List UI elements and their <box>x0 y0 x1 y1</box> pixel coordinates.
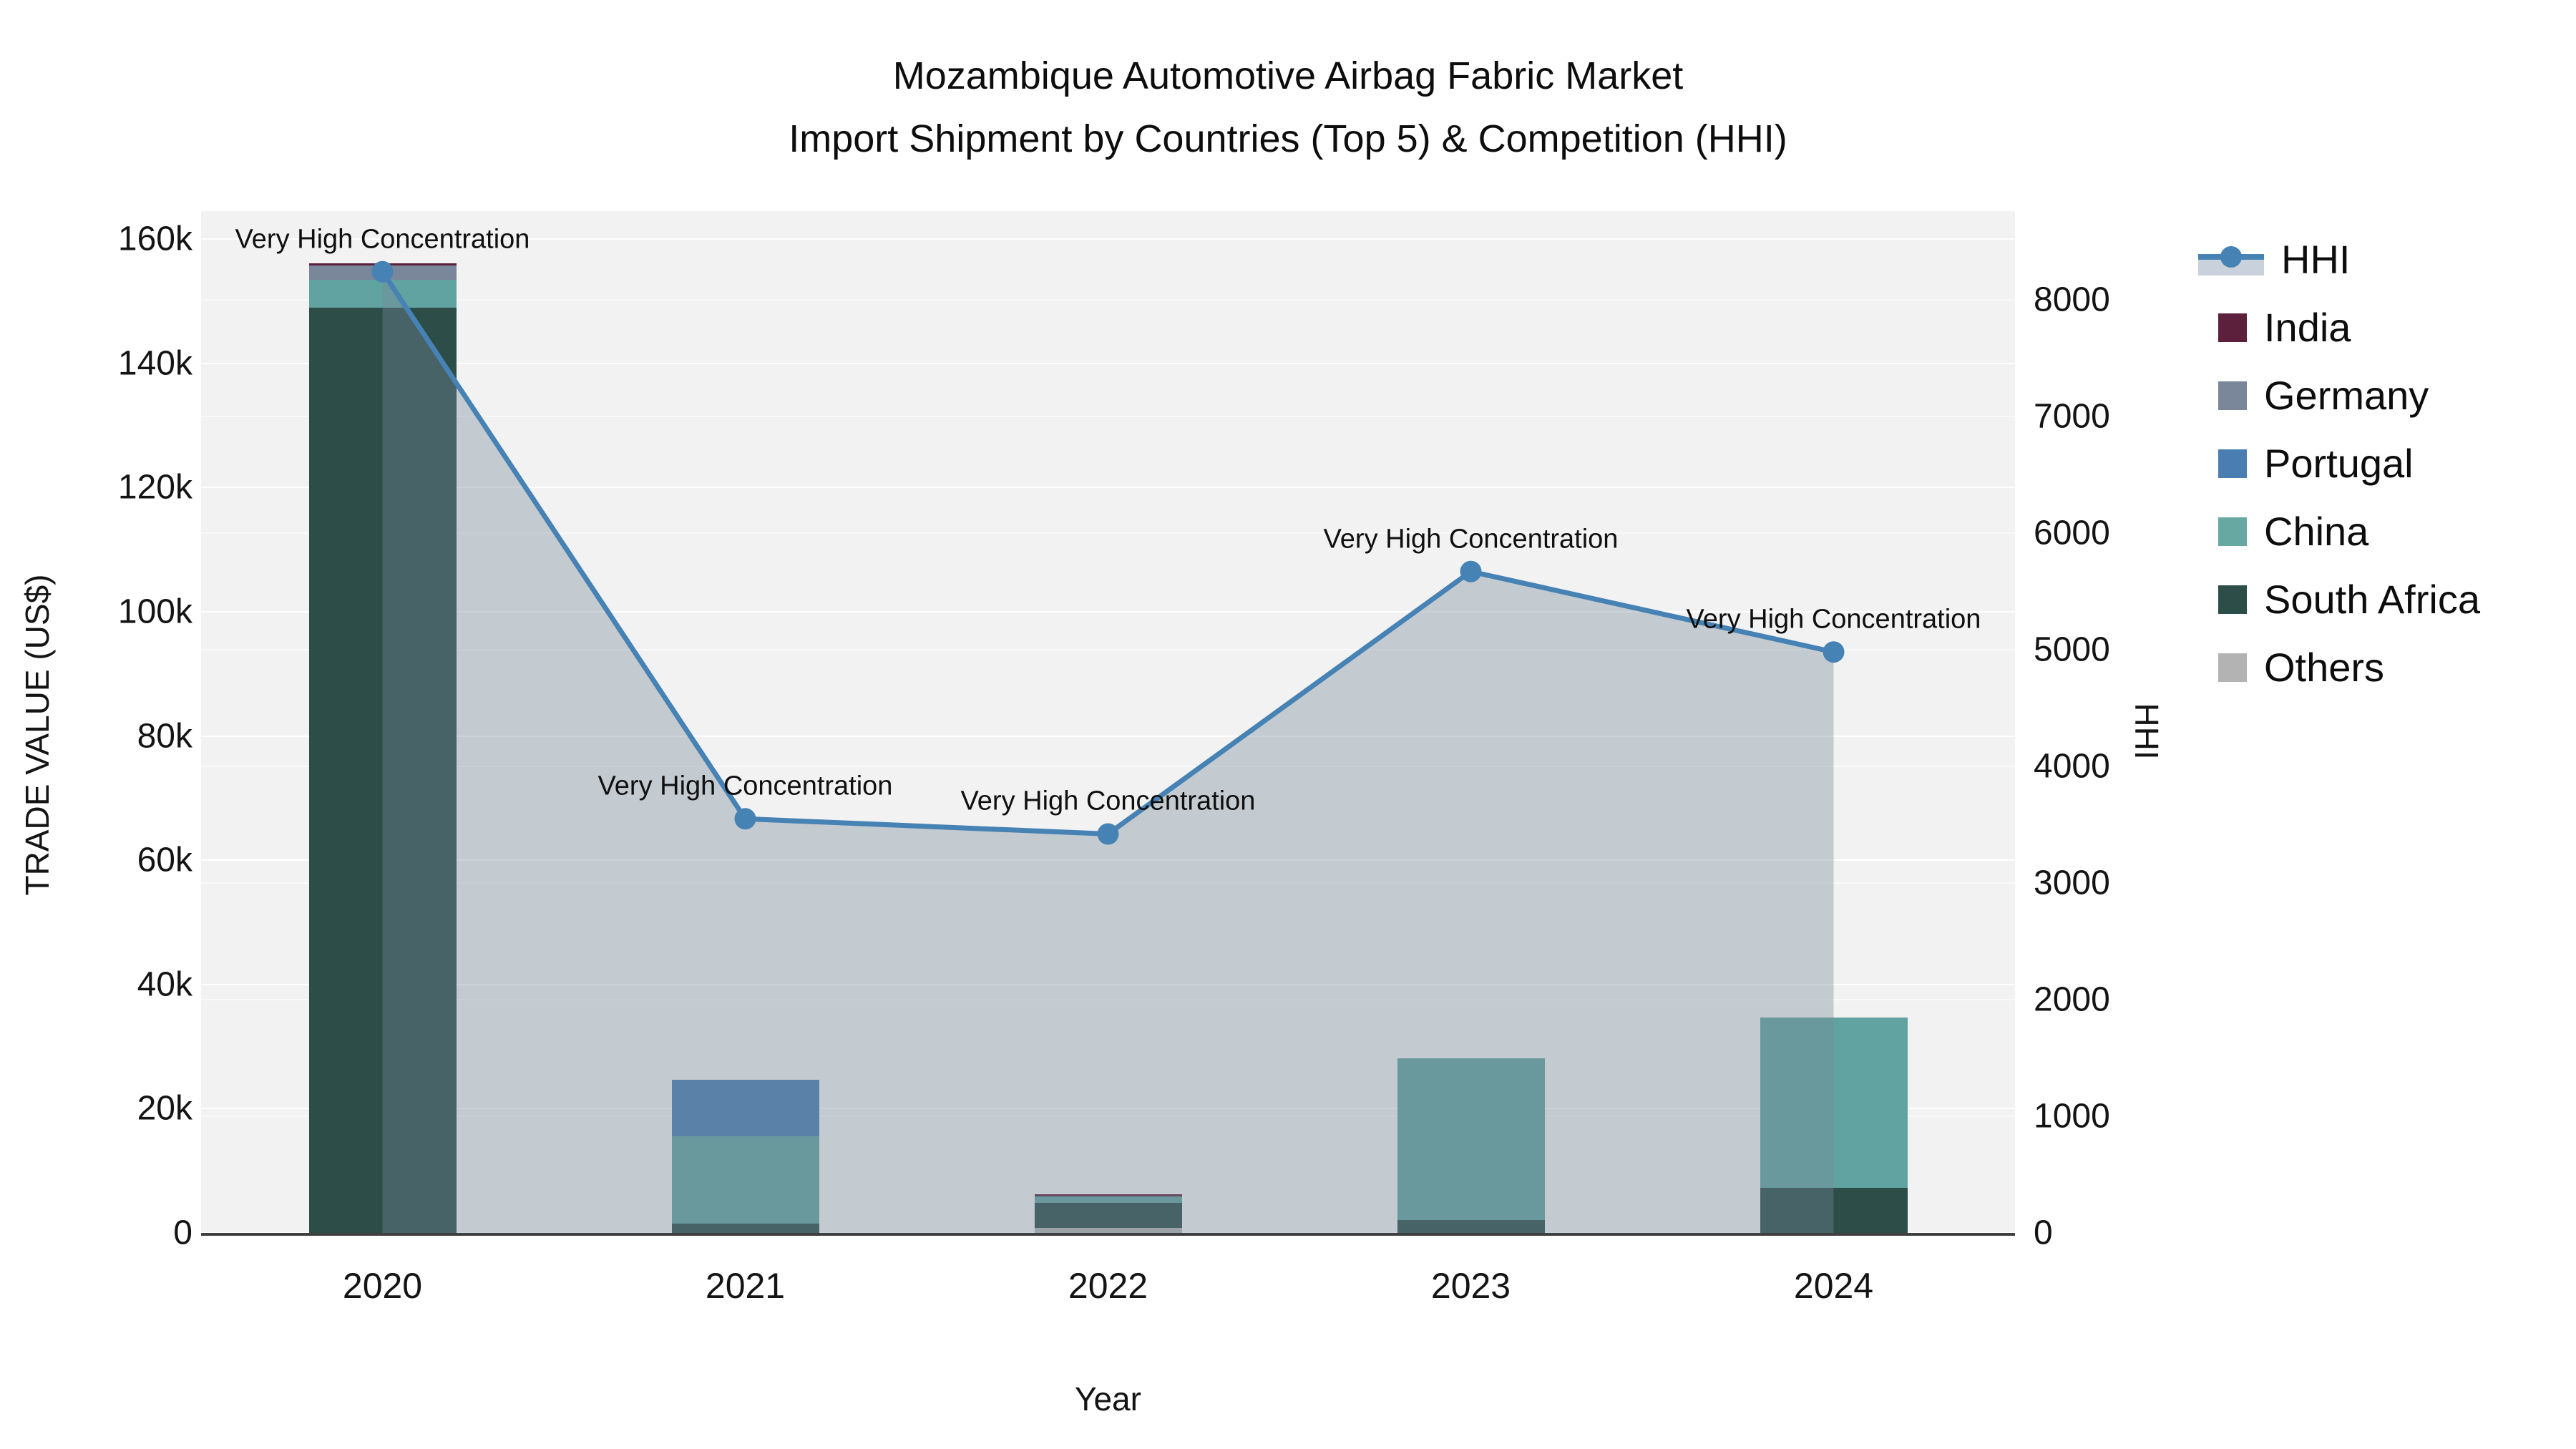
gridline-trade-value <box>201 859 2015 862</box>
x-axis-title: Year <box>1075 1380 1141 1418</box>
right-axis-tick-label: 3000 <box>2034 864 2110 902</box>
x-axis-line <box>201 1233 2015 1236</box>
legend-item-label: Others <box>2264 645 2385 690</box>
gridline-trade-value <box>201 1108 2015 1110</box>
gridline-hhi <box>201 298 2015 301</box>
legend-item-label: India <box>2264 305 2351 350</box>
annotation-2024: Very High Concentration <box>1686 604 1981 635</box>
annotation-2021: Very High Concentration <box>597 771 893 801</box>
left-axis-title: TRADE VALUE (US$) <box>19 574 56 896</box>
chart-title-line2: Import Shipment by Countries (Top 5) & C… <box>789 117 1787 160</box>
bar-2023-south-africa[interactable] <box>1397 1219 1545 1233</box>
left-axis-tick-label: 40k <box>137 965 192 1004</box>
bar-2020-india[interactable] <box>308 263 457 266</box>
bar-2020-china[interactable] <box>308 280 457 308</box>
gridline-hhi <box>201 415 2015 417</box>
gridline-hhi <box>201 882 2015 884</box>
right-axis-tick-label: 6000 <box>2034 514 2110 552</box>
right-axis-tick-label: 0 <box>2034 1214 2053 1252</box>
legend-item-label: Germany <box>2264 373 2429 418</box>
right-axis-title: HHI <box>2128 703 2165 760</box>
gridline-trade-value <box>201 983 2015 985</box>
gridline-hhi <box>201 1115 2015 1117</box>
legend-item-south-africa[interactable]: South Africa <box>2198 565 2480 633</box>
gridline-trade-value <box>201 735 2015 737</box>
left-axis-tick-label: 100k <box>117 592 192 631</box>
legend: HHI India Germany Portugal China South Africa… <box>2198 225 2480 701</box>
x-tick-label-2023: 2023 <box>1430 1266 1511 1306</box>
plot-area <box>201 211 2015 1233</box>
bar-2021-south-africa[interactable] <box>671 1223 819 1233</box>
legend-swatch-india <box>2218 313 2247 342</box>
bar-2020-germany[interactable] <box>308 265 457 280</box>
bar-2022-china[interactable] <box>1034 1196 1182 1204</box>
bar-2022-others[interactable] <box>1034 1228 1182 1233</box>
right-axis-tick-label: 4000 <box>2034 747 2110 786</box>
right-axis-tick-label: 5000 <box>2034 630 2110 669</box>
gridline-trade-value <box>201 487 2015 489</box>
annotation-2022: Very High Concentration <box>960 786 1256 816</box>
legend-swatch-portugal <box>2218 449 2247 478</box>
left-axis-tick-label: 60k <box>137 841 192 879</box>
left-axis-tick-label: 160k <box>117 220 192 258</box>
bar-2020-south-africa[interactable] <box>308 307 457 1233</box>
bar-2021-china[interactable] <box>671 1136 819 1224</box>
left-axis-tick-label: 120k <box>117 468 192 507</box>
legend-item-label: China <box>2264 509 2369 554</box>
hhi-marker-swatch <box>2220 245 2242 268</box>
legend-item-others[interactable]: Others <box>2198 633 2480 701</box>
left-axis-tick-label: 80k <box>137 717 192 756</box>
gridline-hhi <box>201 532 2015 534</box>
bar-2022-south-africa[interactable] <box>1034 1203 1182 1229</box>
legend-item-germany[interactable]: Germany <box>2198 361 2480 429</box>
legend-swatch-others <box>2218 653 2247 682</box>
right-axis-tick-label: 8000 <box>2034 280 2110 319</box>
legend-item-label: Portugal <box>2264 441 2414 486</box>
annotation-2023: Very High Concentration <box>1323 524 1619 555</box>
legend-swatch-china <box>2218 517 2247 546</box>
x-tick-label-2022: 2022 <box>1068 1266 1148 1306</box>
right-axis-tick-label: 2000 <box>2034 980 2110 1019</box>
legend-item-india[interactable]: India <box>2198 293 2480 361</box>
legend-item-china[interactable]: China <box>2198 497 2480 565</box>
chart-title-line1: Mozambique Automotive Airbag Fabric Mark… <box>892 54 1684 97</box>
chart-title: Mozambique Automotive Airbag Fabric Mark… <box>0 44 2576 170</box>
right-axis-tick-label: 7000 <box>2034 397 2110 436</box>
left-axis-tick-label: 140k <box>117 344 192 383</box>
gridline-hhi <box>201 648 2015 650</box>
legend-swatch-germany <box>2218 381 2247 410</box>
bar-2024-south-africa[interactable] <box>1760 1187 1908 1233</box>
legend-item-label: South Africa <box>2264 577 2480 622</box>
hhi-line-swatch-icon <box>2198 244 2264 275</box>
gridline-hhi <box>201 765 2015 767</box>
x-tick-label-2020: 2020 <box>342 1266 423 1306</box>
legend-item-hhi[interactable]: HHI <box>2198 225 2480 293</box>
legend-item-portugal[interactable]: Portugal <box>2198 429 2480 497</box>
left-axis-tick-label: 0 <box>173 1214 192 1252</box>
gridline-trade-value <box>201 362 2015 364</box>
x-tick-label-2021: 2021 <box>705 1266 786 1306</box>
annotation-2020: Very High Concentration <box>235 224 530 255</box>
right-axis-tick-label: 1000 <box>2034 1097 2110 1136</box>
gridline-hhi <box>201 998 2015 1000</box>
bar-2024-china[interactable] <box>1760 1017 1908 1188</box>
bar-2021-portugal[interactable] <box>671 1080 819 1136</box>
legend-swatch-south-africa <box>2218 585 2247 614</box>
gridline-trade-value <box>201 238 2015 240</box>
x-tick-label-2024: 2024 <box>1793 1266 1874 1306</box>
legend-item-label: HHI <box>2281 237 2351 282</box>
bar-2023-china[interactable] <box>1397 1058 1545 1220</box>
bar-2022-india[interactable] <box>1034 1194 1182 1197</box>
left-axis-tick-label: 20k <box>137 1089 192 1128</box>
